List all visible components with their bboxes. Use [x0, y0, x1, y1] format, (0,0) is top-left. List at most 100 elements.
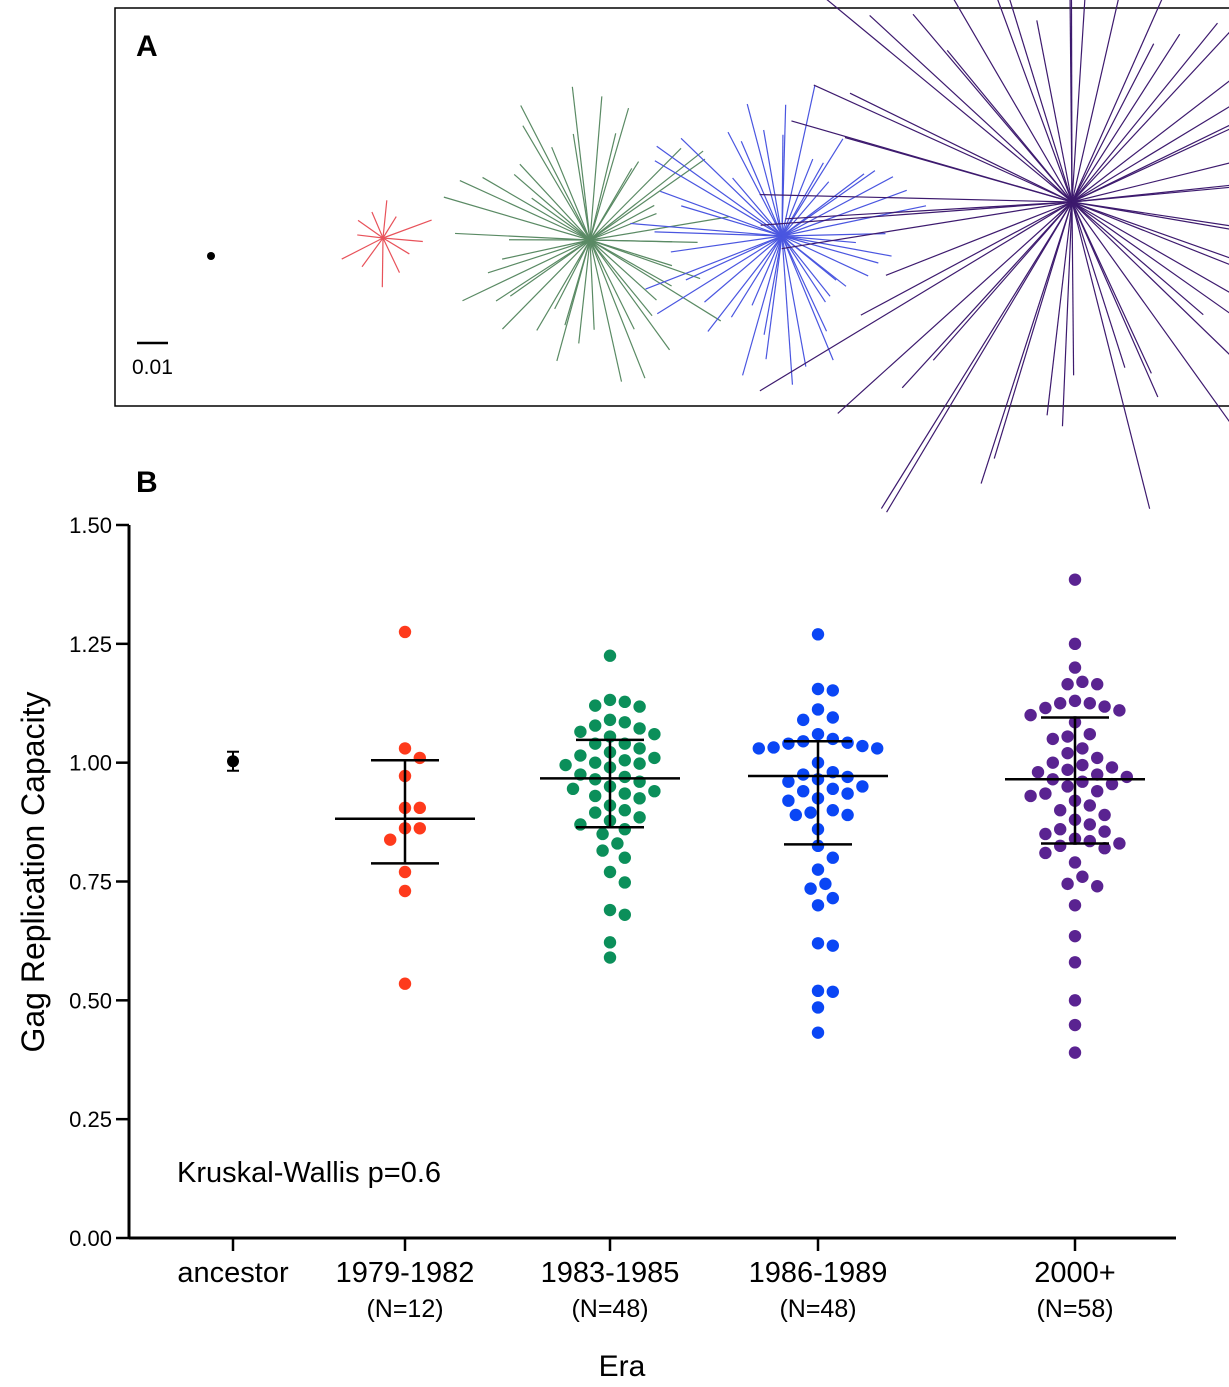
- data-point: [811, 703, 825, 716]
- tree-branch: [781, 233, 886, 237]
- x-tick-label: ancestor: [177, 1257, 289, 1289]
- tree-branch: [1071, 201, 1075, 376]
- data-point: [633, 811, 646, 824]
- statistics-annotation: Kruskal-Wallis p=0.6: [177, 1157, 441, 1189]
- tree-branch: [727, 131, 783, 237]
- data-point: [1083, 834, 1097, 848]
- data-point: [811, 1026, 825, 1039]
- tree-branch: [589, 168, 633, 241]
- data-point: [589, 789, 602, 803]
- tree-branch: [462, 239, 591, 302]
- data-point: [618, 851, 631, 864]
- tree-branch: [781, 134, 784, 237]
- data-point: [1054, 804, 1067, 817]
- tree-branch: [589, 239, 671, 351]
- data-point: [1091, 678, 1104, 691]
- data-point: [1076, 675, 1089, 689]
- x-tick-sublabel: (N=12): [366, 1295, 443, 1323]
- panel-b-label: B: [136, 466, 158, 499]
- tree-branch: [1071, 128, 1229, 203]
- data-point: [1098, 842, 1111, 855]
- data-point: [1061, 877, 1074, 891]
- data-point: [826, 711, 839, 724]
- tree-branch: [993, 201, 1073, 459]
- tree-branch: [781, 235, 837, 281]
- tree-branch: [765, 235, 783, 360]
- tree-branch: [502, 239, 591, 260]
- data-point: [633, 700, 646, 713]
- tree-branch: [589, 239, 657, 301]
- tree-branch: [781, 235, 892, 257]
- panel-a: A 0.01: [114, 0, 1229, 513]
- tree-branch: [382, 237, 401, 273]
- data-point: [752, 742, 765, 755]
- data-point: [797, 713, 810, 727]
- data-point: [603, 951, 617, 964]
- data-point: [826, 891, 839, 905]
- tree-branch: [740, 141, 783, 237]
- tree-branch: [589, 239, 653, 317]
- data-point: [1024, 789, 1037, 803]
- tree-branch: [381, 237, 384, 288]
- data-point: [1076, 742, 1089, 755]
- data-point: [1068, 694, 1082, 708]
- data-point: [618, 716, 631, 729]
- y-tick-label: 0.25: [69, 1107, 112, 1132]
- data-point: [1024, 708, 1037, 722]
- tree-branch: [656, 145, 783, 237]
- data-point: [811, 984, 825, 998]
- tree-branch: [781, 235, 879, 264]
- data-points: [227, 573, 1134, 1059]
- data-point: [1083, 697, 1097, 710]
- tree-branch: [361, 237, 384, 268]
- tree-branch: [880, 201, 1073, 509]
- tree-branch: [1071, 201, 1204, 316]
- tree-branch: [704, 235, 783, 303]
- x-ticks: ancestor 1979-1982 (N=12) 1983-1985 (N=48) 19…: [177, 1238, 1116, 1323]
- data-point: [398, 865, 412, 879]
- tree-branch: [589, 239, 701, 280]
- tree-branch: [482, 176, 591, 241]
- tree-branch: [1071, 31, 1229, 203]
- tree-branch: [946, 49, 1073, 203]
- tree-branch: [589, 239, 672, 287]
- tree-branch: [781, 235, 794, 385]
- tree-branch: [953, 0, 1073, 203]
- data-point: [574, 749, 587, 762]
- data-point: [1039, 787, 1052, 800]
- tree-branch: [781, 170, 876, 237]
- tree-branch: [1071, 201, 1152, 374]
- data-point: [1068, 573, 1082, 586]
- tree-branch: [781, 138, 844, 237]
- tree-branch: [1071, 43, 1155, 203]
- tree-branch: [459, 179, 591, 241]
- tree-branch: [1071, 0, 1086, 203]
- data-point: [1061, 763, 1074, 776]
- data-point: [826, 939, 839, 952]
- data-point: [1054, 839, 1067, 853]
- tree-branch: [781, 235, 807, 367]
- tree-branch: [781, 173, 865, 237]
- tree-branch: [980, 201, 1073, 484]
- data-point: [811, 628, 825, 641]
- tree-branch: [487, 239, 591, 274]
- data-point: [618, 787, 631, 800]
- data-point: [618, 770, 631, 784]
- tree-branch: [826, 0, 1073, 203]
- tree-branch: [1071, 33, 1181, 203]
- tree-branch: [589, 239, 595, 330]
- data-point: [826, 684, 839, 697]
- tree-ancestor: [207, 252, 215, 260]
- data-point: [1061, 746, 1074, 760]
- tree-branch: [1071, 201, 1229, 423]
- data-point: [826, 732, 839, 746]
- tree-branch: [522, 125, 591, 241]
- data-point: [797, 768, 810, 781]
- tree-branch: [554, 239, 591, 310]
- tree-branch: [564, 239, 591, 326]
- tree-branch: [551, 146, 591, 241]
- tree-branch: [654, 231, 783, 237]
- tree-branch: [763, 235, 783, 335]
- data-point: [1098, 700, 1111, 713]
